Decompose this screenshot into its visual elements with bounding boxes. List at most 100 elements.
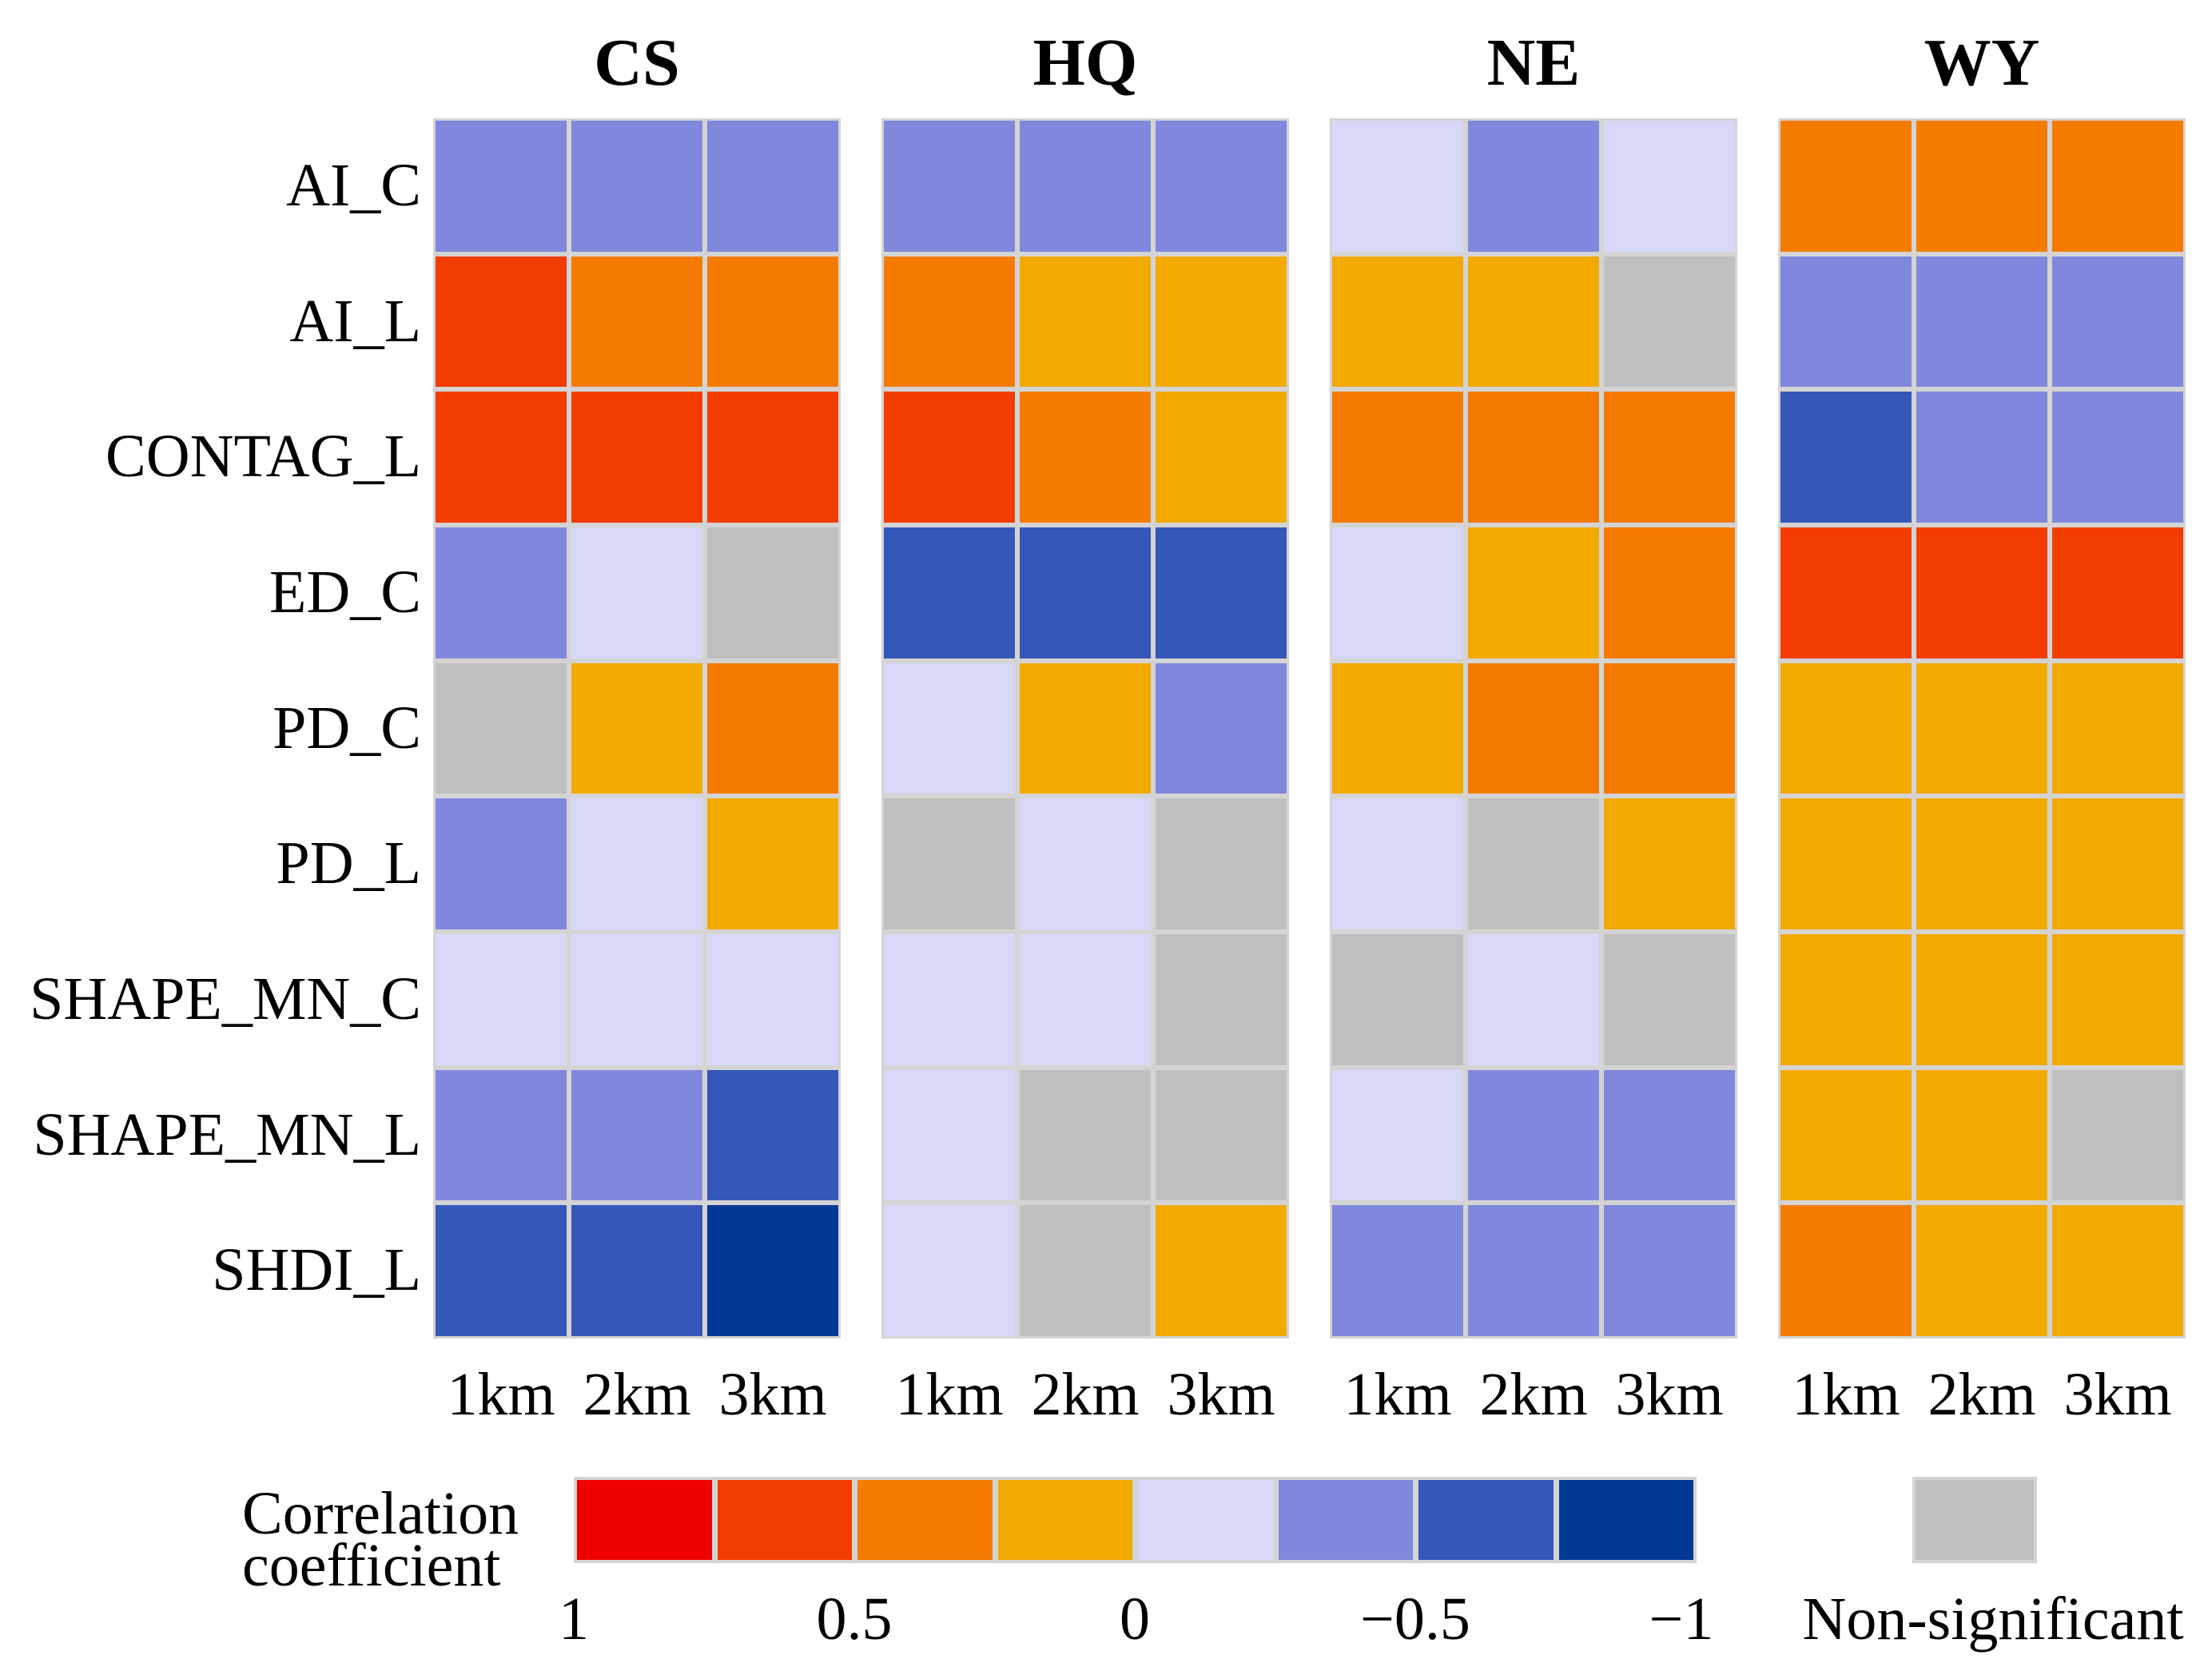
cell-ne-shape-mn-l-2km [1468, 1069, 1599, 1201]
cell-cs-ai-l-1km [436, 256, 567, 388]
cell-ne-ai-c-1km [1332, 121, 1463, 252]
cell-cs-pd-c-1km [436, 662, 567, 794]
cell-cs-shape-mn-l-1km [436, 1069, 567, 1201]
cell-cs-ai-l-3km [707, 256, 838, 388]
cell-cs-contag-l-3km [707, 392, 838, 523]
cell-ne-ai-l-2km [1468, 256, 1599, 388]
x-tick-label-cs-3km: 3km [718, 1361, 827, 1428]
panel-title-hq: HQ [1032, 26, 1138, 100]
cell-wy-shape-mn-c-2km [1916, 934, 2047, 1065]
cell-wy-pd-c-1km [1780, 662, 1912, 794]
heatmap-panel-wy [1778, 118, 2186, 1339]
cell-wy-shape-mn-c-1km [1780, 934, 1912, 1065]
x-tick-label-wy-1km: 1km [1792, 1361, 1900, 1428]
cell-hq-pd-l-2km [1020, 798, 1151, 929]
cell-ne-shape-mn-c-2km [1468, 934, 1599, 1065]
x-tick-label-ne-2km: 2km [1479, 1361, 1588, 1428]
cell-hq-ai-l-1km [884, 256, 1015, 388]
cell-cs-shape-mn-l-3km [707, 1069, 838, 1201]
cell-hq-shape-mn-l-3km [1156, 1069, 1287, 1201]
row-label-shape-mn-c: SHAPE_MN_C [30, 965, 421, 1032]
cell-cs-shdi-l-3km [707, 1205, 838, 1336]
cell-ne-shape-mn-c-1km [1332, 934, 1463, 1065]
cell-wy-pd-c-2km [1916, 662, 2047, 794]
cell-cs-shdi-l-1km [436, 1205, 567, 1336]
cell-cs-contag-l-1km [436, 392, 567, 523]
row-label-ai-c: AI_C [286, 152, 421, 219]
cell-wy-shape-mn-l-1km [1780, 1069, 1912, 1201]
cell-ne-pd-l-2km [1468, 798, 1599, 929]
cell-wy-contag-l-2km [1916, 392, 2047, 523]
cell-ne-pd-l-3km [1604, 798, 1735, 929]
cell-wy-ai-l-2km [1916, 256, 2047, 388]
cell-ne-ai-c-3km [1604, 121, 1735, 252]
cell-cs-pd-l-1km [436, 798, 567, 929]
row-label-contag-l: CONTAG_L [105, 423, 421, 491]
legend-label-non-significant: Non-significant [1802, 1585, 2184, 1653]
x-tick-label-hq-3km: 3km [1167, 1361, 1275, 1428]
legend-tick-label-0: 1 [559, 1585, 589, 1653]
cell-hq-pd-l-1km [884, 798, 1015, 929]
panel-title-cs: CS [594, 26, 680, 100]
cell-ne-shape-mn-l-1km [1332, 1069, 1463, 1201]
row-label-ed-c: ED_C [269, 559, 421, 626]
cell-hq-shape-mn-c-3km [1156, 934, 1287, 1065]
cell-ne-shdi-l-1km [1332, 1205, 1463, 1336]
x-tick-label-ne-3km: 3km [1615, 1361, 1724, 1428]
cell-hq-shdi-l-1km [884, 1205, 1015, 1336]
cell-wy-shdi-l-2km [1916, 1205, 2047, 1336]
cell-ne-shdi-l-3km [1604, 1205, 1735, 1336]
legend-swatch-6 [1415, 1477, 1557, 1563]
cell-hq-ai-l-2km [1020, 256, 1151, 388]
cell-wy-ai-l-3km [2052, 256, 2183, 388]
legend-title-line-1: Correlation [242, 1480, 519, 1547]
cell-cs-contag-l-2km [571, 392, 702, 523]
legend-swatch-4 [1135, 1477, 1276, 1563]
x-tick-label-wy-2km: 2km [1928, 1361, 2036, 1428]
cell-wy-pd-l-1km [1780, 798, 1912, 929]
row-label-pd-l: PD_L [276, 830, 421, 897]
cell-ne-pd-c-1km [1332, 662, 1463, 794]
panel-title-ne: NE [1486, 26, 1581, 100]
cell-wy-pd-l-3km [2052, 798, 2183, 929]
cell-cs-shape-mn-c-1km [436, 934, 567, 1065]
cell-wy-shape-mn-l-2km [1916, 1069, 2047, 1201]
cell-hq-ed-c-2km [1020, 527, 1151, 658]
cell-hq-pd-c-3km [1156, 662, 1287, 794]
cell-wy-pd-c-3km [2052, 662, 2183, 794]
cell-wy-shape-mn-l-3km [2052, 1069, 2183, 1201]
cell-wy-contag-l-3km [2052, 392, 2183, 523]
legend-tick-label-1: 0.5 [816, 1585, 893, 1653]
cell-wy-ai-l-1km [1780, 256, 1912, 388]
cell-wy-shdi-l-3km [2052, 1205, 2183, 1336]
cell-ne-pd-c-2km [1468, 662, 1599, 794]
legend-swatch-7 [1555, 1477, 1697, 1563]
row-label-ai-l: AI_L [289, 287, 421, 355]
cell-ne-pd-l-1km [1332, 798, 1463, 929]
cell-wy-ed-c-3km [2052, 527, 2183, 658]
cell-hq-pd-l-3km [1156, 798, 1287, 929]
cell-hq-shape-mn-c-1km [884, 934, 1015, 1065]
heatmap-panel-ne [1330, 118, 1737, 1339]
x-tick-label-wy-3km: 3km [2063, 1361, 2172, 1428]
cell-hq-shape-mn-l-1km [884, 1069, 1015, 1201]
cell-ne-shape-mn-c-3km [1604, 934, 1735, 1065]
x-tick-label-ne-1km: 1km [1343, 1361, 1452, 1428]
cell-cs-ai-c-2km [571, 121, 702, 252]
cell-cs-pd-l-3km [707, 798, 838, 929]
legend-tick-label-4: −1 [1649, 1585, 1714, 1653]
cell-hq-ai-c-3km [1156, 121, 1287, 252]
legend-swatch-2 [854, 1477, 996, 1563]
cell-wy-ai-c-3km [2052, 121, 2183, 252]
cell-cs-ed-c-3km [707, 527, 838, 658]
cell-wy-ai-c-1km [1780, 121, 1912, 252]
cell-ne-ed-c-1km [1332, 527, 1463, 658]
cell-cs-ai-l-2km [571, 256, 702, 388]
legend-swatch-3 [994, 1477, 1136, 1563]
cell-cs-pd-c-2km [571, 662, 702, 794]
heatmap-panel-cs [433, 118, 841, 1339]
cell-cs-ed-c-2km [571, 527, 702, 658]
cell-ne-ai-c-2km [1468, 121, 1599, 252]
legend-swatch-5 [1275, 1477, 1416, 1563]
